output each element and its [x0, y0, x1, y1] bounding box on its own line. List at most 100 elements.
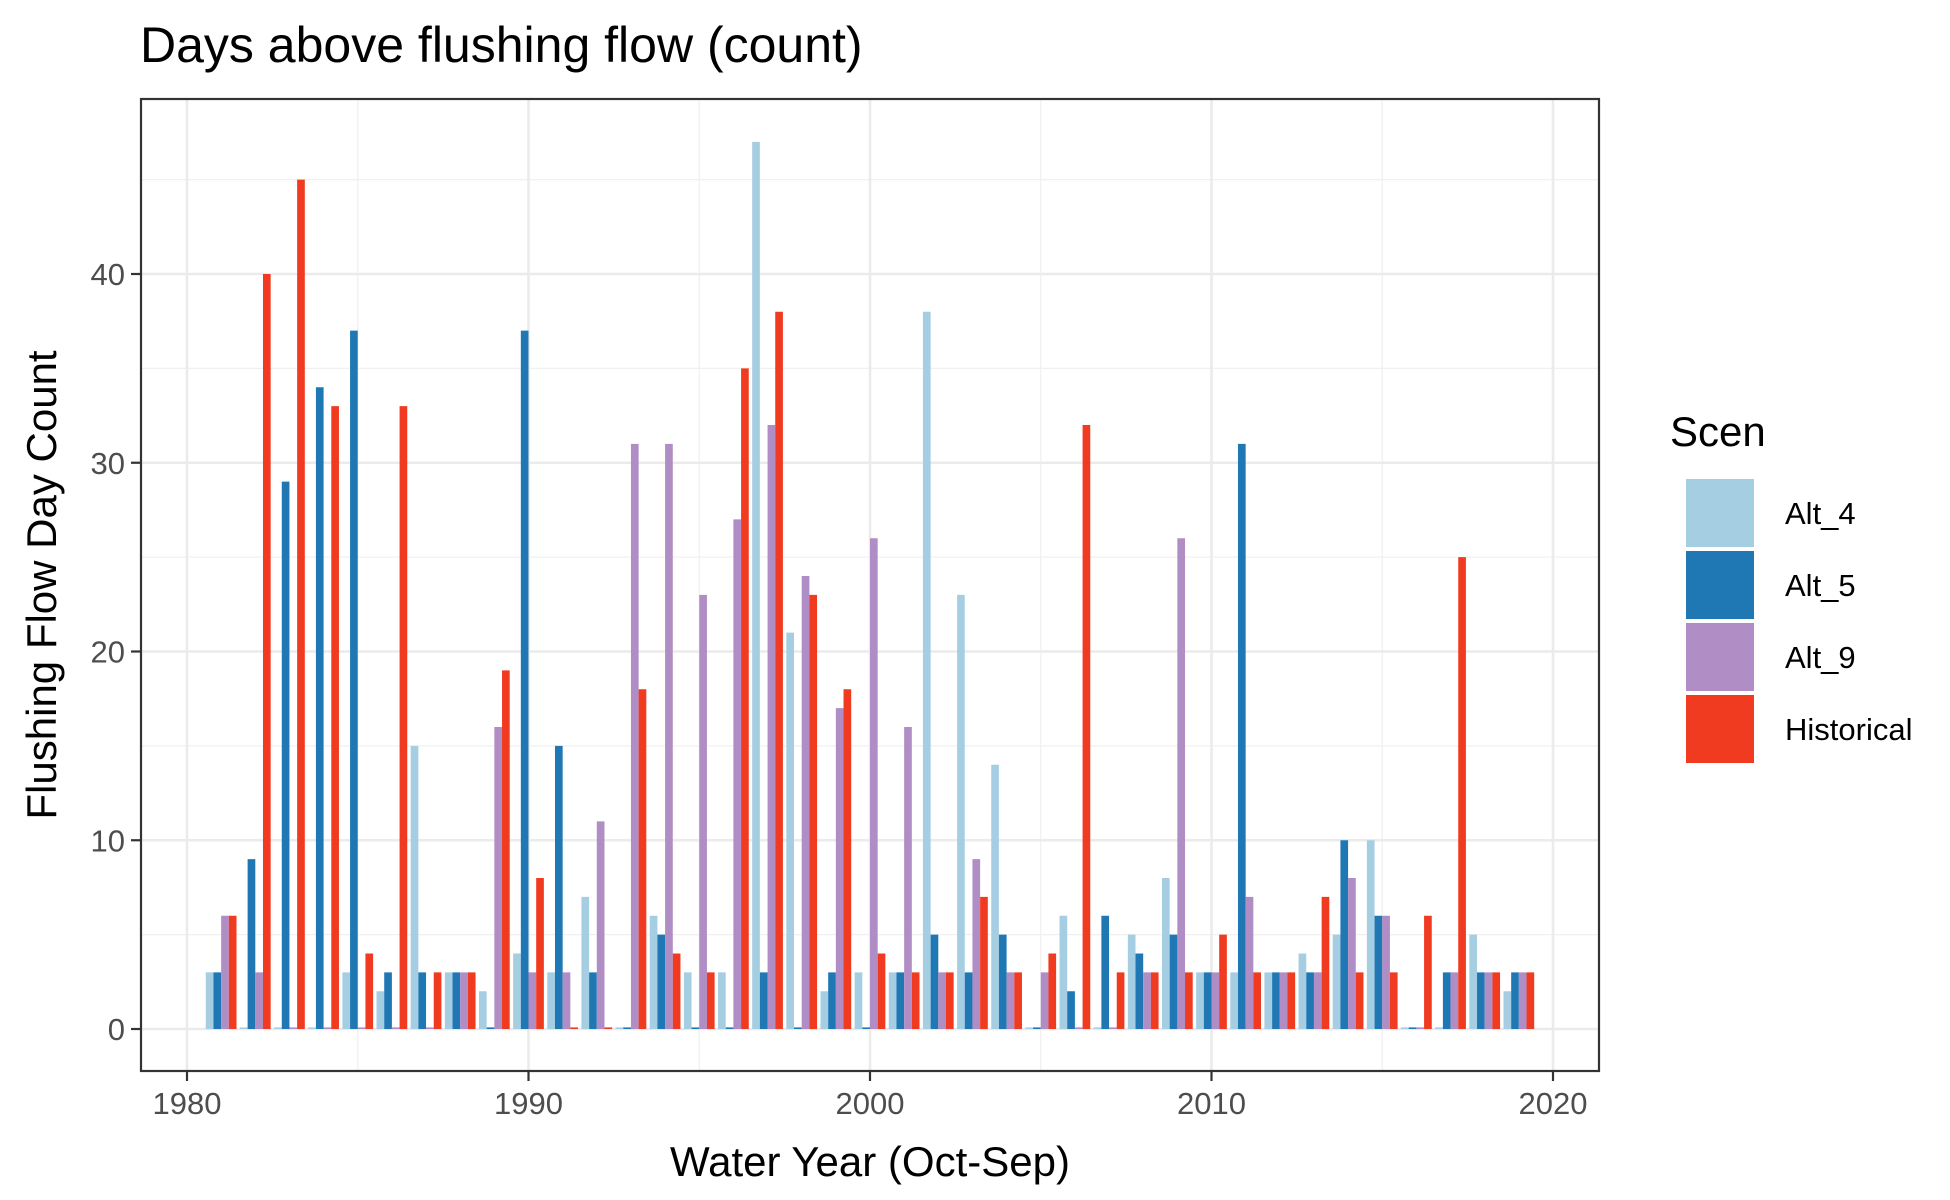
bar-historical-2015: [1389, 972, 1398, 1030]
bar-historical-2008: [1150, 972, 1159, 1030]
bar-alt_9-1983: [289, 1027, 298, 1029]
bar-alt_5-1994: [657, 934, 666, 1030]
bar-alt_5-2006: [1067, 991, 1075, 1029]
bar-alt_4-2014: [1332, 934, 1341, 1030]
bar-historical-2005: [1048, 953, 1057, 1029]
bar-alt_5-1989: [486, 1027, 495, 1029]
x-tick-label: 2020: [1519, 1086, 1588, 1121]
bar-alt_5-1983: [281, 481, 290, 1030]
bar-historical-2019: [1526, 972, 1535, 1030]
bar-alt_4-1987: [410, 745, 419, 1030]
bar-alt_9-2018: [1484, 972, 1493, 1030]
x-tick-label: 1980: [153, 1086, 222, 1121]
bar-alt_9-2004: [1006, 972, 1015, 1030]
bar-alt_5-1987: [418, 972, 427, 1030]
bar-alt_9-1997: [767, 425, 776, 1029]
bar-historical-1981: [228, 915, 237, 1029]
bar-alt_4-1991: [547, 972, 555, 1030]
bar-alt_9-2017: [1450, 972, 1459, 1030]
bar-alt_9-2015: [1382, 915, 1390, 1029]
bar-historical-2018: [1492, 972, 1501, 1030]
bar-alt_4-2015: [1366, 840, 1375, 1029]
bar-alt_9-1995: [699, 594, 707, 1030]
legend-key-alt_5: [1684, 549, 1756, 621]
y-tick-label: 30: [91, 446, 125, 481]
bar-alt_5-2013: [1306, 972, 1314, 1030]
bar-historical-2002: [945, 972, 954, 1030]
bar-alt_4-1988: [444, 972, 453, 1030]
legend-key-historical: [1684, 693, 1756, 765]
bar-alt_4-2013: [1298, 953, 1307, 1029]
bar-alt_5-1982: [247, 859, 256, 1030]
bar-alt_4-1993: [615, 1027, 624, 1029]
bar-alt_5-2004: [998, 934, 1007, 1030]
bar-historical-1997: [775, 311, 783, 1029]
bar-historical-1999: [843, 689, 852, 1029]
legend-label-alt_5: Alt_5: [1785, 568, 1856, 603]
legend-title: Scen: [1670, 408, 1766, 455]
bar-alt_5-1997: [759, 972, 768, 1030]
bar-historical-2006: [1082, 425, 1091, 1029]
bar-alt_9-2013: [1313, 972, 1322, 1030]
x-tick-label: 1990: [494, 1086, 563, 1121]
bar-alt_5-1992: [589, 972, 597, 1030]
bar-historical-1994: [672, 953, 681, 1029]
bar-historical-1991: [570, 1027, 579, 1029]
bar-alt_5-2016: [1408, 1027, 1417, 1029]
bar-alt_4-2007: [1093, 1027, 1102, 1029]
bar-alt_5-2009: [1169, 934, 1178, 1030]
bar-alt_9-1994: [665, 443, 673, 1030]
y-tick-label: 20: [91, 635, 125, 670]
bar-historical-2010: [1219, 934, 1227, 1030]
bar-alt_4-1998: [786, 632, 795, 1030]
bar-alt_5-2010: [1203, 972, 1212, 1030]
bar-alt_9-2003: [972, 859, 981, 1030]
bar-alt_4-2016: [1401, 1027, 1409, 1029]
bar-alt_4-2001: [888, 972, 897, 1030]
bar-alt_4-1995: [683, 972, 692, 1030]
bar-alt_9-2000: [870, 538, 878, 1029]
bar-alt_4-2005: [1025, 1027, 1034, 1029]
bar-historical-2012: [1287, 972, 1296, 1030]
bar-historical-1985: [365, 953, 374, 1029]
bar-alt_9-2016: [1416, 1027, 1425, 1029]
bar-alt_9-1991: [562, 972, 571, 1030]
bar-alt_5-1990: [520, 330, 529, 1030]
bar-historical-1993: [638, 689, 647, 1029]
bar-alt_4-2017: [1435, 1027, 1443, 1029]
bar-alt_5-2008: [1135, 953, 1144, 1029]
bar-historical-2014: [1355, 972, 1364, 1030]
bar-alt_4-1996: [718, 972, 726, 1030]
bar-alt_9-1999: [835, 708, 844, 1030]
bar-alt_4-2012: [1264, 972, 1273, 1030]
bar-historical-2001: [911, 972, 920, 1030]
x-tick-label: 2000: [836, 1086, 905, 1121]
bar-alt_4-2006: [1059, 915, 1068, 1029]
bar-historical-2013: [1321, 896, 1330, 1030]
bar-historical-2011: [1253, 972, 1262, 1030]
bar-alt_5-2011: [1237, 443, 1246, 1030]
bar-alt_4-2004: [991, 764, 999, 1029]
x-axis-title: Water Year (Oct-Sep): [670, 1138, 1070, 1185]
bar-alt_4-2011: [1230, 972, 1238, 1030]
y-tick-label: 0: [108, 1012, 125, 1047]
bar-alt_4-1983: [274, 1027, 282, 1029]
bar-alt_4-1982: [239, 1027, 248, 1029]
bar-historical-1989: [502, 670, 510, 1030]
bar-alt_5-2019: [1511, 972, 1519, 1030]
bar-historical-1988: [467, 972, 476, 1030]
bar-alt_5-2018: [1477, 972, 1485, 1030]
legend-label-historical: Historical: [1785, 712, 1912, 747]
bar-alt_5-2007: [1101, 915, 1110, 1029]
x-tick-label: 2010: [1177, 1086, 1246, 1121]
bar-alt_9-1984: [323, 1027, 332, 1029]
legend-label-alt_9: Alt_9: [1785, 640, 1856, 675]
bar-historical-2004: [1014, 972, 1022, 1030]
bar-alt_5-1993: [623, 1027, 631, 1029]
bar-alt_4-2018: [1469, 934, 1478, 1030]
bar-alt_5-2012: [1272, 972, 1280, 1030]
bar-alt_9-1993: [630, 443, 639, 1030]
bar-alt_4-1985: [342, 972, 351, 1030]
bar-alt_5-2003: [964, 972, 973, 1030]
bar-alt_4-2019: [1503, 991, 1512, 1029]
